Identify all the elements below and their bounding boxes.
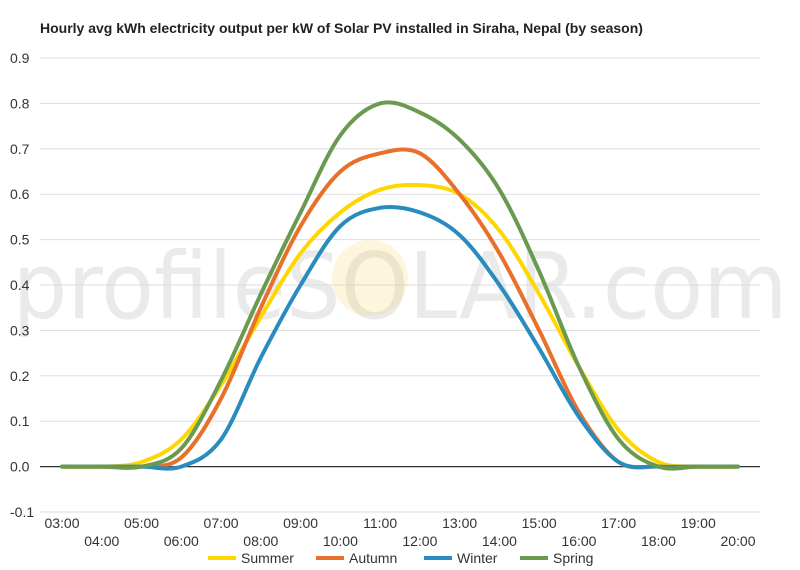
x-tick-label: 13:00: [442, 515, 477, 531]
x-tick-label: 19:00: [681, 515, 716, 531]
watermark-sun: [332, 240, 408, 316]
y-tick-label: 0.7: [10, 141, 30, 157]
legend-label: Autumn: [349, 550, 397, 566]
y-axis: -0.1 0.0 0.1 0.2 0.3 0.4 0.5 0.6 0.7 0.8 0.9: [10, 50, 34, 520]
legend-item: Autumn: [316, 550, 397, 566]
x-tick-label: 20:00: [720, 533, 755, 549]
x-tick-label: 08:00: [243, 533, 278, 549]
series-line-summer: [60, 182, 740, 469]
x-tick-label: 11:00: [363, 515, 397, 531]
x-tick-label: 07:00: [204, 515, 239, 531]
legend-item: Spring: [520, 550, 593, 566]
x-tick-label: 09:00: [283, 515, 318, 531]
x-tick-label: 12:00: [402, 533, 437, 549]
legend-item: Summer: [208, 550, 294, 566]
y-tick-label: 0.4: [10, 277, 30, 293]
x-tick-label: 05:00: [124, 515, 159, 531]
legend-item: Winter: [424, 550, 498, 566]
y-tick-label: 0.3: [10, 322, 30, 338]
series-lines: [60, 100, 740, 471]
x-tick-label: 15:00: [522, 515, 557, 531]
y-tick-label: 0.5: [10, 232, 30, 248]
series-line-winter: [60, 204, 740, 471]
x-tick-label: 18:00: [641, 533, 676, 549]
legend-label: Spring: [553, 550, 593, 566]
y-tick-label: 0.6: [10, 186, 30, 202]
y-tick-label: 0.8: [10, 95, 30, 111]
x-tick-label: 06:00: [164, 533, 199, 549]
y-tick-label: 0.0: [10, 459, 30, 475]
x-tick-label: 03:00: [44, 515, 79, 531]
x-tick-label: 10:00: [323, 533, 358, 549]
y-tick-label: 0.2: [10, 368, 30, 384]
series-line-spring: [60, 100, 740, 471]
y-tick-label: 0.1: [10, 413, 30, 429]
y-tick-label: 0.9: [10, 50, 30, 66]
y-tick-label: -0.1: [10, 504, 34, 520]
x-tick-label: 17:00: [601, 515, 636, 531]
x-tick-label: 16:00: [561, 533, 596, 549]
chart-title: Hourly avg kWh electricity output per kW…: [40, 20, 643, 36]
x-tick-label: 14:00: [482, 533, 517, 549]
legend-label: Summer: [241, 550, 294, 566]
x-tick-label: 04:00: [84, 533, 119, 549]
watermark: profileSOLAR.com: [13, 233, 788, 340]
legend: Summer Autumn Winter Spring: [208, 550, 593, 566]
legend-label: Winter: [457, 550, 498, 566]
